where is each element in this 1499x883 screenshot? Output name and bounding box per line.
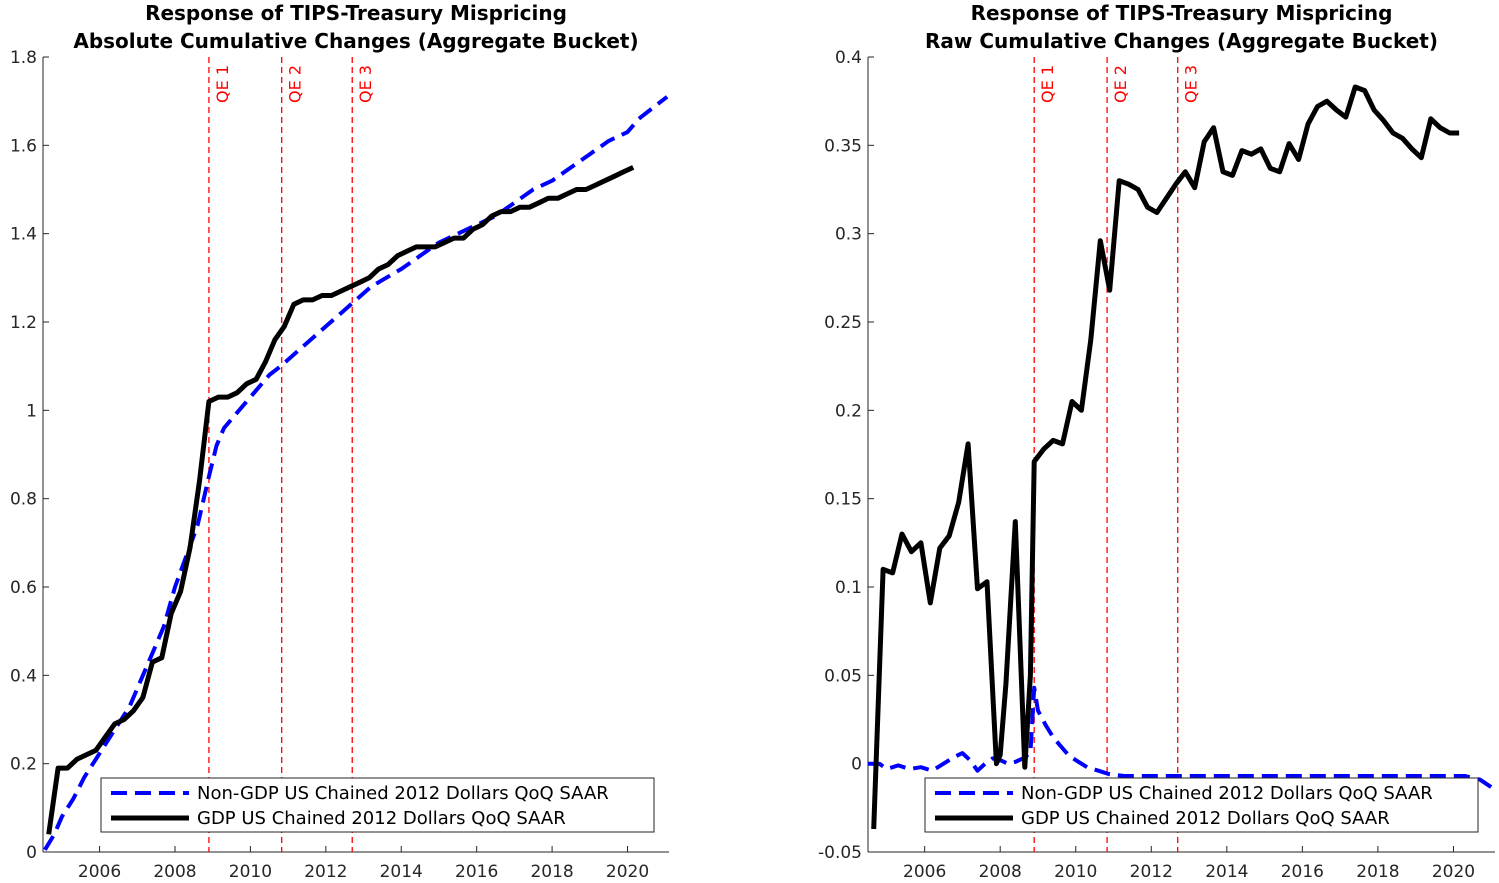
y-tick-label: 1.8 — [10, 48, 37, 68]
x-tick-label: 2010 — [1054, 862, 1097, 882]
y-tick-label: 0.8 — [10, 490, 37, 510]
chart-2: -0.05 0 0.05 0.1 0.15 0.2 0.25 0.3 0.35 0.4 2006 20… — [818, 1, 1495, 882]
y-tick-label: 0.3 — [835, 225, 862, 245]
x-tick-label: 2020 — [606, 862, 649, 882]
y-tick-label: 0.1 — [835, 578, 862, 598]
y-tick-label: 0.35 — [824, 136, 862, 156]
gdp-series-line — [46, 165, 635, 835]
legend-label: GDP US Chained 2012 Dollars QoQ SAAR — [1021, 808, 1390, 829]
non-gdp-series-line — [43, 95, 669, 851]
x-tick-label: 2014 — [380, 862, 423, 882]
qe-label: QE 3 — [356, 65, 375, 103]
x-tick-label: 2016 — [1281, 862, 1324, 882]
x-tick-label: 2012 — [304, 862, 347, 882]
y-tick-label: 0.2 — [10, 755, 37, 775]
x-tick-label: 2018 — [1356, 862, 1399, 882]
legend-label: Non-GDP US Chained 2012 Dollars QoQ SAAR — [197, 783, 609, 804]
y-tick-label: 0.4 — [835, 48, 862, 68]
qe-label: QE 1 — [1038, 65, 1057, 103]
qe-label: QE 2 — [1111, 65, 1130, 103]
chart-title-line: Response of TIPS-Treasury Mispricing — [971, 1, 1393, 25]
legend-label: GDP US Chained 2012 Dollars QoQ SAAR — [197, 808, 566, 829]
y-tick-label: 0.05 — [824, 666, 862, 686]
x-tick-label: 2006 — [903, 862, 946, 882]
y-tick-label: 0.2 — [835, 401, 862, 421]
qe-label: QE 2 — [286, 65, 305, 103]
chart-title-line: Response of TIPS-Treasury Mispricing — [145, 1, 567, 25]
y-tick-label: 0 — [851, 755, 862, 775]
x-tick-label: 2018 — [530, 862, 573, 882]
x-tick-label: 2008 — [979, 862, 1022, 882]
qe-label: QE 1 — [213, 65, 232, 103]
chart-title-line: Raw Cumulative Changes (Aggregate Bucket… — [925, 29, 1438, 53]
x-tick-label: 2020 — [1432, 862, 1475, 882]
legend-box — [924, 777, 1479, 833]
legend: Non-GDP US Chained 2012 Dollars QoQ SAAR… — [100, 777, 655, 833]
y-tick-label: 0.25 — [824, 313, 862, 333]
x-tick-label: 2006 — [78, 862, 121, 882]
x-tick-label: 2014 — [1205, 862, 1248, 882]
chart-1: 0 0.2 0.4 0.6 0.8 1 1.2 1.4 1.6 1.8 2006 2008 2010 20… — [10, 1, 669, 882]
x-tick-label: 2012 — [1130, 862, 1173, 882]
x-tick-label: 2010 — [229, 862, 272, 882]
y-tick-label: 0.6 — [10, 578, 37, 598]
y-tick-label: 0 — [26, 843, 37, 863]
y-tick-label: -0.05 — [818, 843, 862, 863]
y-tick-label: 0.15 — [824, 490, 862, 510]
y-tick-label: 1.4 — [10, 225, 37, 245]
non-gdp-series-line — [868, 685, 1495, 791]
y-tick-label: 1.6 — [10, 136, 37, 156]
chart-title-line: Absolute Cumulative Changes (Aggregate B… — [73, 29, 638, 53]
qe-label: QE 3 — [1182, 65, 1201, 103]
y-tick-label: 1 — [26, 401, 37, 421]
legend-box — [100, 777, 655, 833]
y-tick-label: 1.2 — [10, 313, 37, 333]
legend: Non-GDP US Chained 2012 Dollars QoQ SAAR… — [924, 777, 1479, 833]
legend-label: Non-GDP US Chained 2012 Dollars QoQ SAAR — [1021, 783, 1433, 804]
x-tick-label: 2008 — [153, 862, 196, 882]
y-tick-label: 0.4 — [10, 666, 37, 686]
x-tick-label: 2016 — [455, 862, 498, 882]
gdp-series-line — [871, 84, 1460, 830]
